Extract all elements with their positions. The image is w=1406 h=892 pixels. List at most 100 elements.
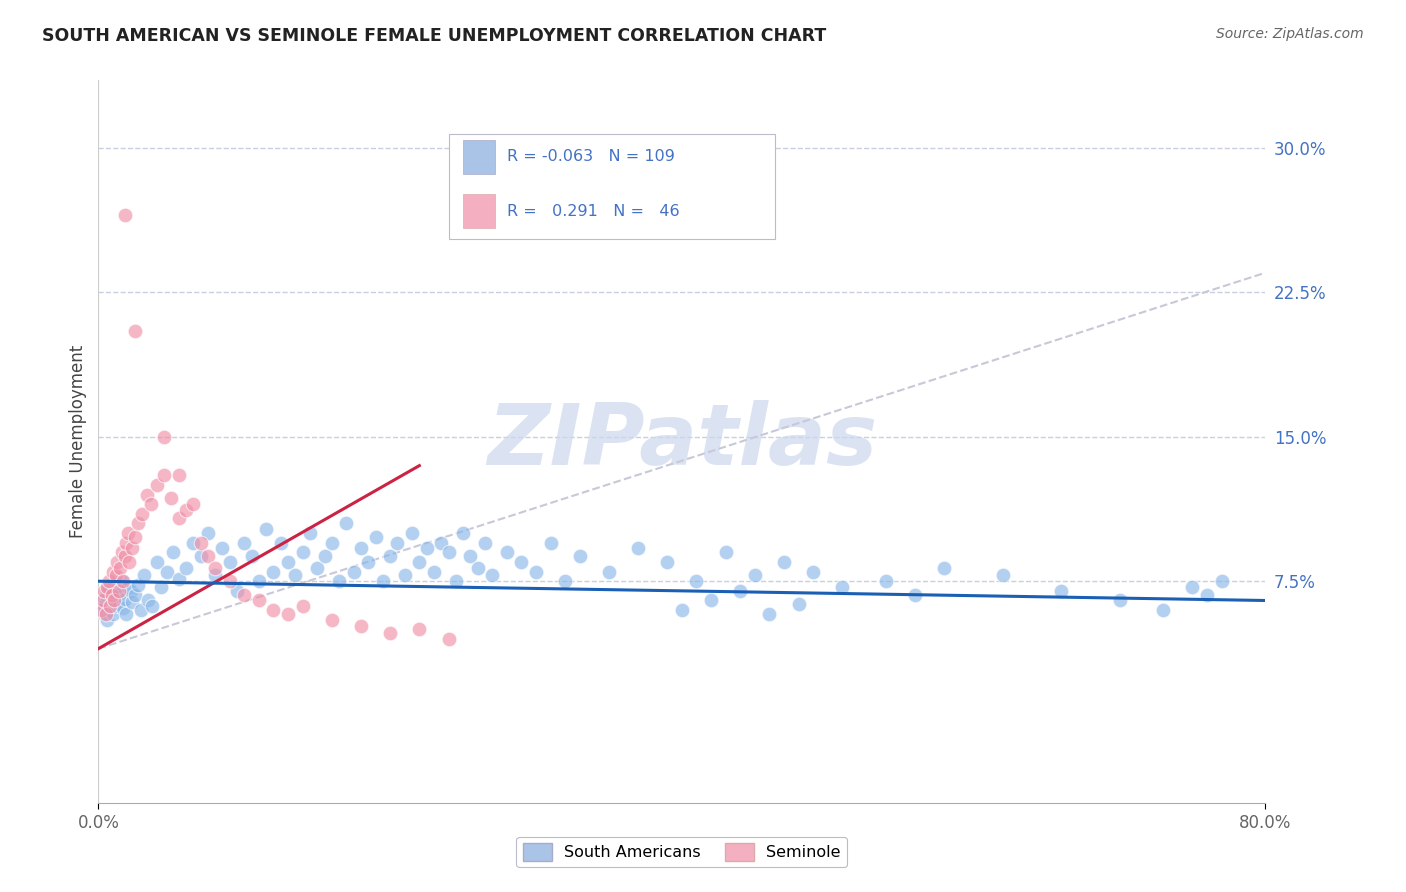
Point bbox=[94, 607, 117, 621]
Point bbox=[401, 526, 423, 541]
Point bbox=[350, 541, 373, 556]
Point bbox=[127, 578, 149, 592]
Point bbox=[96, 613, 118, 627]
Point bbox=[387, 535, 409, 549]
Point bbox=[117, 526, 139, 541]
Point bbox=[437, 632, 460, 646]
Point bbox=[101, 607, 124, 621]
Point bbox=[112, 574, 135, 589]
FancyBboxPatch shape bbox=[449, 135, 775, 239]
Point bbox=[904, 588, 927, 602]
Point bbox=[124, 530, 146, 544]
Y-axis label: Female Unemployment: Female Unemployment bbox=[69, 345, 87, 538]
Point bbox=[146, 478, 169, 492]
Point bbox=[146, 555, 169, 569]
Text: ZIPatlas: ZIPatlas bbox=[486, 400, 877, 483]
Point bbox=[1050, 583, 1073, 598]
Point bbox=[801, 565, 824, 579]
Point bbox=[371, 574, 394, 589]
Point bbox=[111, 574, 134, 589]
Point bbox=[1211, 574, 1233, 589]
Point bbox=[101, 576, 124, 591]
FancyBboxPatch shape bbox=[463, 194, 495, 228]
Point bbox=[408, 555, 430, 569]
Point bbox=[730, 583, 752, 598]
Point bbox=[132, 568, 155, 582]
Point bbox=[111, 545, 134, 559]
Point bbox=[91, 593, 114, 607]
Point bbox=[321, 613, 343, 627]
Point bbox=[714, 545, 737, 559]
Point bbox=[96, 580, 118, 594]
Point bbox=[773, 555, 796, 569]
Point bbox=[98, 599, 121, 614]
Point bbox=[467, 560, 489, 574]
Point bbox=[150, 580, 173, 594]
Point bbox=[112, 601, 135, 615]
Point bbox=[496, 545, 519, 559]
Point bbox=[103, 599, 125, 614]
Point bbox=[444, 574, 467, 589]
Point bbox=[124, 324, 146, 338]
Point bbox=[540, 535, 562, 549]
Point bbox=[700, 593, 723, 607]
Point bbox=[94, 588, 117, 602]
Point bbox=[153, 430, 176, 444]
Point bbox=[247, 574, 270, 589]
Point bbox=[93, 599, 115, 614]
Point bbox=[357, 555, 380, 569]
Point bbox=[991, 568, 1014, 582]
Point bbox=[121, 541, 143, 556]
Point bbox=[254, 522, 277, 536]
Point bbox=[380, 626, 402, 640]
Point bbox=[114, 591, 136, 606]
Point bbox=[174, 503, 197, 517]
Point bbox=[233, 588, 256, 602]
Point bbox=[364, 530, 387, 544]
Point bbox=[875, 574, 897, 589]
Point bbox=[108, 598, 131, 612]
Point bbox=[284, 568, 307, 582]
Point bbox=[394, 568, 416, 582]
Point bbox=[197, 526, 219, 541]
Point bbox=[131, 507, 153, 521]
Point bbox=[598, 565, 620, 579]
Point bbox=[291, 599, 314, 614]
Point bbox=[121, 595, 143, 609]
Point bbox=[671, 603, 693, 617]
Point bbox=[114, 208, 136, 222]
Point bbox=[105, 555, 128, 569]
Point bbox=[105, 582, 128, 596]
Point bbox=[298, 526, 321, 541]
Point bbox=[129, 603, 152, 617]
Point bbox=[90, 603, 112, 617]
Point bbox=[124, 588, 146, 602]
Point bbox=[197, 549, 219, 564]
Point bbox=[314, 549, 336, 564]
Point bbox=[554, 574, 576, 589]
Point bbox=[758, 607, 780, 621]
Point bbox=[685, 574, 707, 589]
Point bbox=[97, 574, 120, 589]
Point bbox=[156, 565, 179, 579]
Point bbox=[114, 549, 136, 564]
Text: R =   0.291   N =   46: R = 0.291 N = 46 bbox=[508, 203, 679, 219]
Point bbox=[247, 593, 270, 607]
Point bbox=[568, 549, 591, 564]
Point bbox=[277, 555, 299, 569]
Text: R = -0.063   N = 109: R = -0.063 N = 109 bbox=[508, 149, 675, 164]
Point bbox=[335, 516, 357, 531]
Point bbox=[104, 590, 127, 604]
Point bbox=[104, 568, 127, 582]
Point bbox=[437, 545, 460, 559]
Point bbox=[262, 603, 284, 617]
Point bbox=[211, 541, 233, 556]
Point bbox=[135, 487, 157, 501]
Point bbox=[117, 580, 139, 594]
Text: SOUTH AMERICAN VS SEMINOLE FEMALE UNEMPLOYMENT CORRELATION CHART: SOUTH AMERICAN VS SEMINOLE FEMALE UNEMPL… bbox=[42, 27, 827, 45]
Point bbox=[460, 549, 482, 564]
Point bbox=[474, 535, 496, 549]
Point bbox=[94, 595, 117, 609]
Point bbox=[91, 593, 114, 607]
Point bbox=[524, 565, 547, 579]
